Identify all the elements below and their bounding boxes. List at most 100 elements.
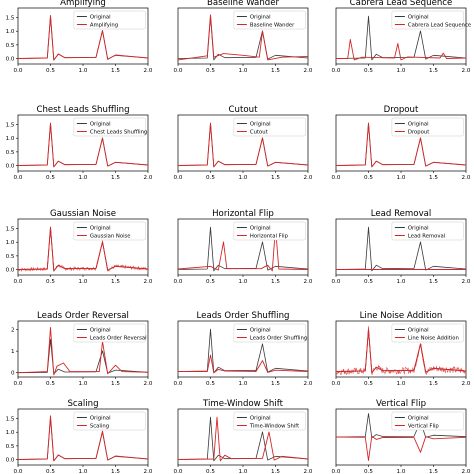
series-line-augmented bbox=[178, 354, 309, 374]
x-tick-label: 0.0 bbox=[14, 279, 23, 285]
y-tick-label: 1.5 bbox=[6, 227, 15, 233]
legend-box bbox=[73, 323, 146, 343]
subplot-14: Time-Window Shift 0.0 0.5 1.0 1.5 2.0 Original… bbox=[174, 399, 313, 474]
x-tick-label: 0.5 bbox=[206, 381, 215, 387]
subplot-2: Baseline Wander 0.0 0.5 1.0 1.5 2.0 Original Ba… bbox=[174, 0, 313, 74]
legend-label: Line Noise Addition bbox=[408, 336, 459, 342]
x-tick-label: 2.0 bbox=[144, 381, 153, 387]
x-tick-label: 1.0 bbox=[239, 68, 248, 74]
series-line-original bbox=[177, 416, 309, 462]
legend-box bbox=[73, 117, 146, 137]
x-tick-label: 1.5 bbox=[111, 279, 120, 285]
x-tick-label: 0.5 bbox=[364, 175, 373, 181]
series-line-augmented bbox=[336, 38, 467, 61]
subplot-title: Cabrera Lead Sequence bbox=[350, 0, 453, 8]
x-tick-label: 1.5 bbox=[271, 469, 280, 474]
legend-label: Leads Order Shuffling bbox=[250, 336, 307, 342]
series-line-augmented bbox=[177, 14, 309, 61]
x-tick-label: 0.5 bbox=[206, 175, 215, 181]
series-line-original bbox=[17, 338, 149, 375]
x-tick-label: 1.5 bbox=[111, 68, 120, 74]
subplot-title: Gaussian Noise bbox=[50, 209, 116, 219]
x-tick-label: 1.0 bbox=[239, 469, 248, 474]
subplot-title: Time-Window Shift bbox=[202, 399, 284, 409]
series-line-augmented bbox=[335, 435, 467, 461]
y-tick-label: 0 bbox=[11, 371, 15, 377]
legend-label: Cabrera Lead Sequence bbox=[408, 23, 471, 29]
legend-label: Original bbox=[408, 122, 429, 128]
subplot-1: Amplifying 0.0 0.5 1.0 1.5 2.0 0.0 0.5 1.0 1.5 Ori… bbox=[6, 0, 153, 74]
x-tick-label: 0.0 bbox=[174, 469, 183, 474]
y-tick-label: 0.5 bbox=[6, 254, 15, 260]
legend-label: Chest Leads Shuffling bbox=[90, 130, 147, 136]
x-tick-label: 1.5 bbox=[271, 279, 280, 285]
series-line-augmented bbox=[17, 122, 149, 168]
x-tick-label: 0.0 bbox=[14, 175, 23, 181]
x-tick-label: 1.5 bbox=[271, 175, 280, 181]
x-tick-label: 0.5 bbox=[206, 279, 215, 285]
x-tick-label: 1.0 bbox=[239, 381, 248, 387]
subplot-title: Amplifying bbox=[60, 0, 106, 8]
legend-label: Original bbox=[408, 416, 429, 422]
legend-label: Dropout bbox=[408, 130, 429, 136]
x-tick-label: 0.5 bbox=[364, 68, 373, 74]
x-tick-label: 2.0 bbox=[462, 469, 471, 474]
y-tick-label: 0.0 bbox=[6, 57, 15, 63]
subplot-6: Dropout 0.0 0.5 1.0 1.5 2.0 Original Dropout bbox=[332, 105, 471, 181]
series-line-augmented bbox=[17, 415, 149, 462]
subplot-3: Cabrera Lead Sequence 0.0 0.5 1.0 1.5 2.0 Orig… bbox=[332, 0, 472, 74]
legend-label: Scaling bbox=[90, 424, 109, 430]
series-line-augmented bbox=[335, 122, 467, 168]
subplot-title: Lead Removal bbox=[371, 209, 432, 219]
noise-band bbox=[335, 326, 467, 376]
y-tick-label: 1.0 bbox=[6, 240, 15, 246]
y-tick-label: 0.0 bbox=[6, 458, 15, 464]
legend-label: Original bbox=[90, 416, 111, 422]
legend-label: Leads Order Reversal bbox=[90, 336, 147, 342]
legend-label: Original bbox=[90, 328, 111, 334]
subplot-title: Leads Order Shuffling bbox=[197, 311, 290, 321]
legend-label: Original bbox=[408, 226, 429, 232]
x-tick-label: 1.0 bbox=[79, 381, 88, 387]
x-tick-label: 0.0 bbox=[174, 68, 183, 74]
legend-label: Original bbox=[90, 15, 111, 21]
legend-label: Vertical Flip bbox=[408, 424, 440, 430]
x-tick-label: 1.0 bbox=[79, 469, 88, 474]
series-line-augmented bbox=[177, 122, 309, 168]
legend-box bbox=[73, 10, 146, 30]
legend-box bbox=[391, 323, 464, 343]
subplot-title: Line Noise Addition bbox=[360, 311, 443, 321]
legend-box bbox=[391, 10, 464, 30]
x-tick-label: 0.0 bbox=[332, 469, 341, 474]
x-tick-label: 1.0 bbox=[397, 469, 406, 474]
y-tick-label: 1.0 bbox=[6, 430, 15, 436]
y-tick-label: 0.5 bbox=[6, 150, 15, 156]
y-tick-label: 1.5 bbox=[6, 417, 15, 423]
subplot-7: Gaussian Noise 0.0 0.5 1.0 1.5 2.0 0.0 0.5 1.0 1.… bbox=[6, 209, 153, 285]
legend-box bbox=[73, 411, 146, 431]
legend-label: Baseline Wander bbox=[250, 23, 295, 29]
x-tick-label: 0.5 bbox=[46, 469, 55, 474]
y-tick-label: 1.5 bbox=[6, 123, 15, 129]
x-tick-label: 1.0 bbox=[239, 175, 248, 181]
legend-box bbox=[233, 411, 306, 431]
x-tick-label: 1.0 bbox=[79, 279, 88, 285]
subplot-5: Cutout 0.0 0.5 1.0 1.5 2.0 Original Cutout bbox=[174, 105, 313, 181]
x-tick-label: 0.0 bbox=[174, 175, 183, 181]
x-tick-label: 2.0 bbox=[462, 279, 471, 285]
x-tick-label: 0.0 bbox=[174, 381, 183, 387]
x-tick-label: 1.5 bbox=[429, 469, 438, 474]
x-tick-label: 1.0 bbox=[397, 279, 406, 285]
x-tick-label: 1.0 bbox=[397, 381, 406, 387]
subplot-9: Lead Removal 0.0 0.5 1.0 1.5 2.0 Original Lead … bbox=[332, 209, 471, 285]
x-tick-label: 0.5 bbox=[46, 381, 55, 387]
subplot-12: Line Noise Addition 0.0 0.5 1.0 1.5 2.0 Origin… bbox=[332, 311, 471, 387]
legend-label: Original bbox=[250, 226, 271, 232]
x-tick-label: 2.0 bbox=[304, 279, 313, 285]
x-tick-label: 1.5 bbox=[271, 68, 280, 74]
x-tick-label: 0.5 bbox=[46, 279, 55, 285]
x-tick-label: 1.0 bbox=[397, 175, 406, 181]
x-tick-label: 0.0 bbox=[14, 469, 23, 474]
subplot-title: Cutout bbox=[229, 105, 259, 115]
legend-label: Amplifying bbox=[90, 23, 118, 29]
